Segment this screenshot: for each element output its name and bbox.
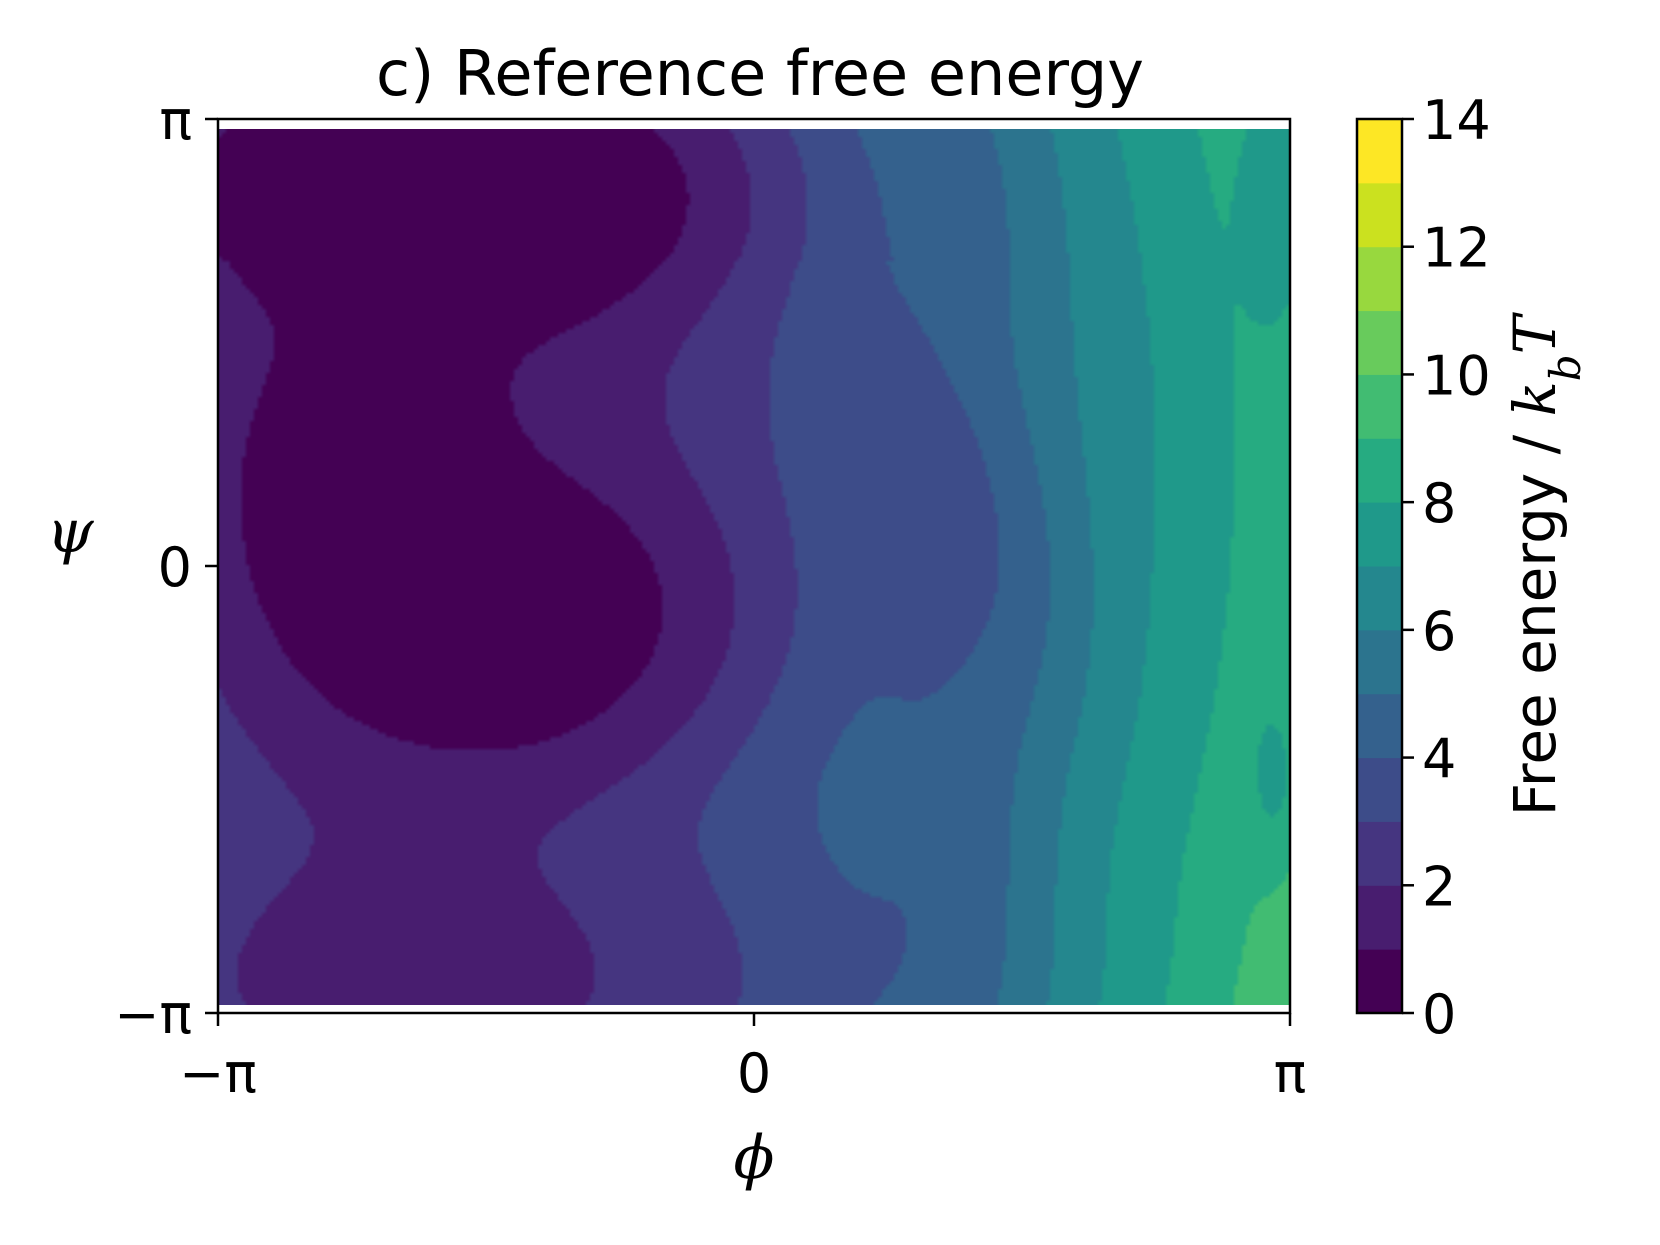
colorbar-tick-label: 2 (1422, 855, 1456, 918)
chart-title: c) Reference free energy (376, 37, 1144, 110)
free-energy-contour-map (218, 129, 1290, 1005)
y-tick-label: π (159, 89, 192, 152)
y-axis: π 0 −π ψ (46, 89, 218, 1046)
colorbar-band (1357, 566, 1402, 631)
colorbar-band (1357, 438, 1402, 503)
plot-area (216, 117, 1292, 1015)
colorbar-band (1357, 502, 1402, 567)
colorbar: 0 2 4 6 8 10 12 14 Free energy / kbT (1355, 89, 1590, 1046)
y-axis-label: ψ (46, 497, 94, 567)
colorbar-ticks: 0 2 4 6 8 10 12 14 (1402, 89, 1491, 1046)
y-tick-label: 0 (158, 536, 192, 599)
colorbar-label-t: T (1501, 311, 1569, 354)
colorbar-tick-label: 10 (1422, 344, 1491, 407)
colorbar-tick-label: 12 (1422, 217, 1491, 280)
x-tick-label: −π (179, 1042, 257, 1105)
colorbar-band (1357, 949, 1402, 1014)
colorbar-band (1357, 246, 1402, 312)
colorbar-band (1357, 310, 1402, 375)
x-axis-label: ϕ (734, 1123, 775, 1193)
colorbar-band (1357, 119, 1402, 184)
colorbar-tick-label: 8 (1422, 472, 1456, 535)
colorbar-band (1357, 885, 1402, 950)
colorbar-tick-label: 6 (1422, 600, 1456, 663)
colorbar-label-b: b (1541, 354, 1590, 381)
colorbar-tick-label: 14 (1422, 89, 1491, 152)
colorbar-label: Free energy / kbT (1501, 311, 1590, 816)
x-axis: −π 0 π ϕ (179, 1013, 1306, 1193)
x-tick-label: π (1274, 1042, 1307, 1105)
colorbar-band (1357, 821, 1402, 886)
colorbar-band (1357, 757, 1402, 822)
colorbar-band (1357, 693, 1402, 759)
colorbar-tick-label: 4 (1422, 728, 1456, 791)
colorbar-band (1357, 182, 1402, 248)
colorbar-label-k: k (1501, 381, 1569, 416)
colorbar-band (1357, 374, 1402, 439)
colorbar-frame (1355, 117, 1404, 1015)
x-tick-label: 0 (737, 1042, 771, 1105)
colorbar-bands (1357, 119, 1402, 1014)
y-tick-label: −π (114, 983, 192, 1046)
colorbar-label-text: Free energy / (1501, 416, 1569, 816)
colorbar-band (1357, 629, 1402, 695)
colorbar-tick-label: 0 (1422, 983, 1456, 1046)
